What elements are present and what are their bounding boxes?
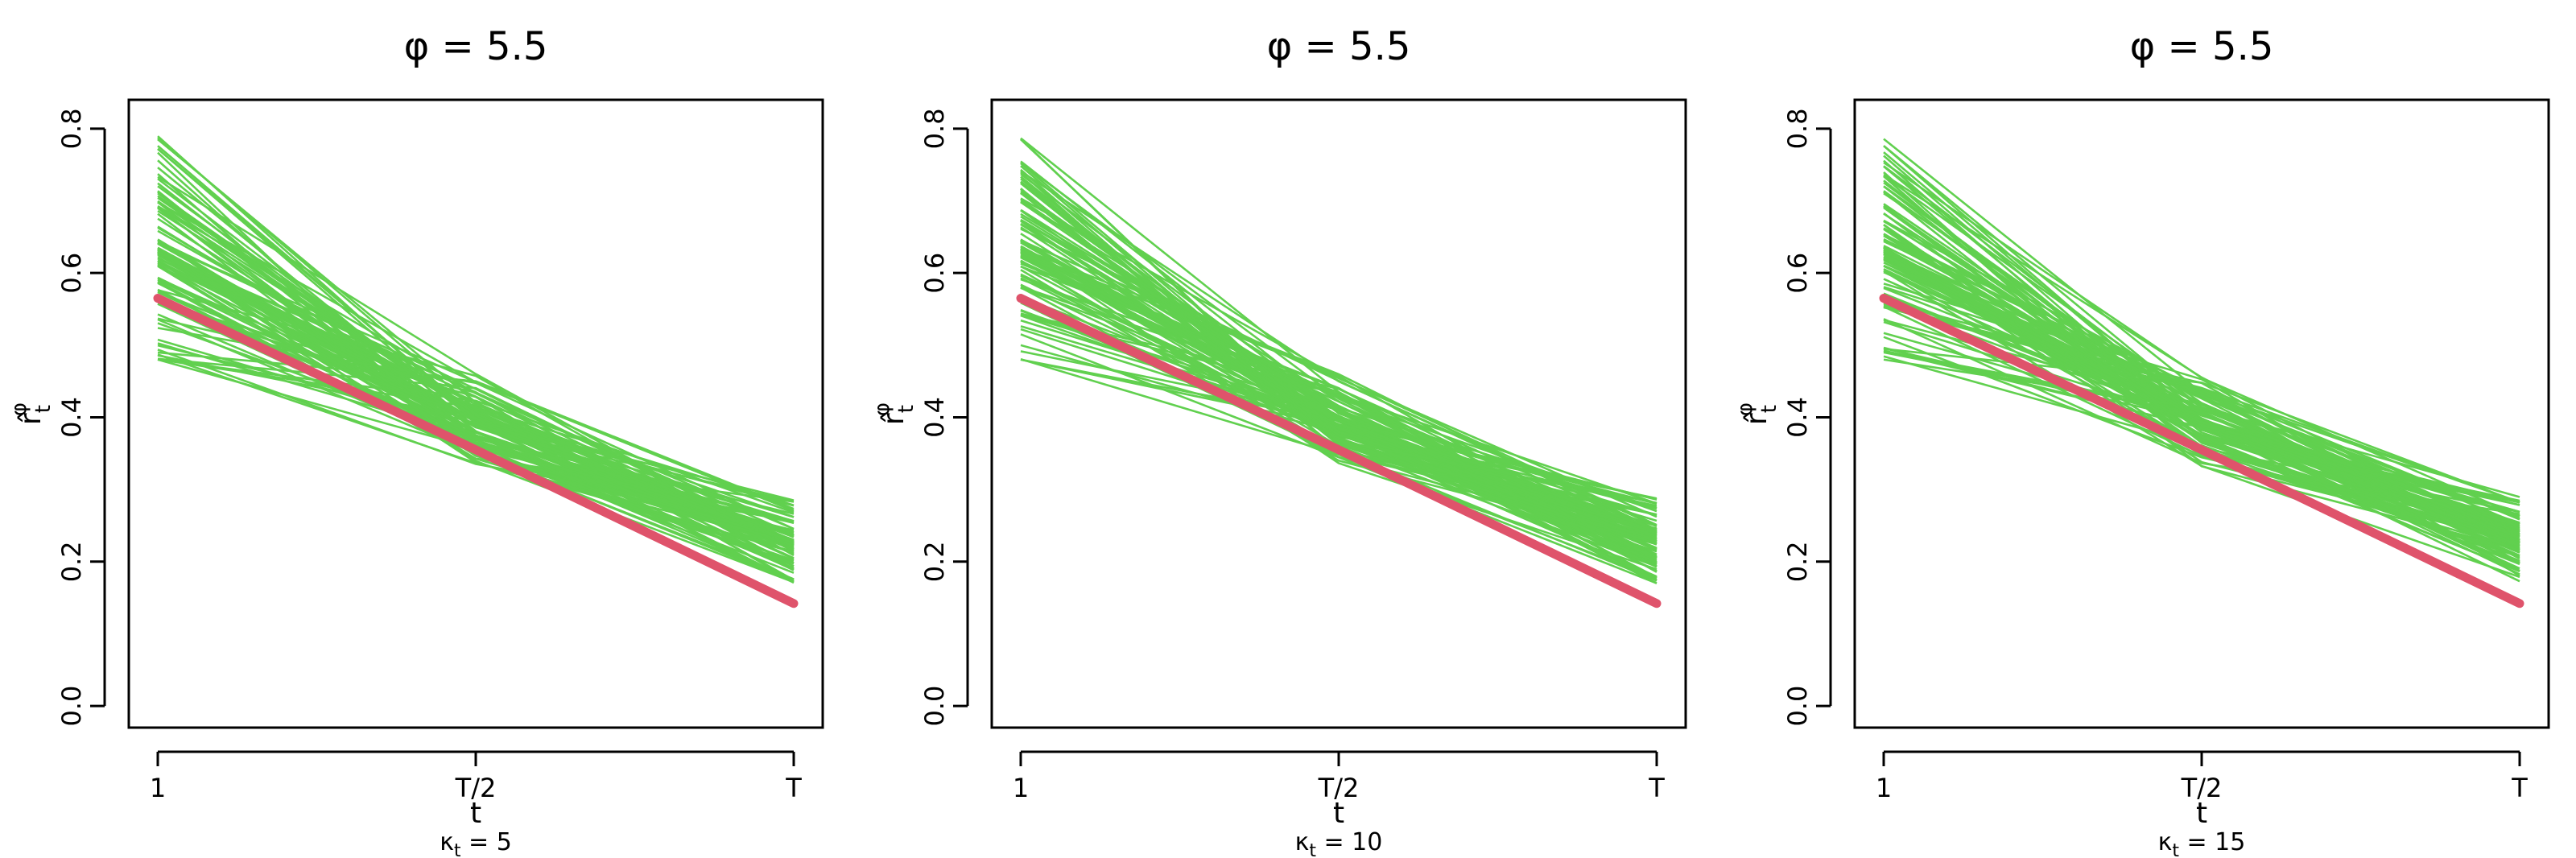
- x-axis-label: t: [1333, 797, 1344, 830]
- simulation-line: [1883, 138, 2520, 526]
- simulation-line: [1020, 239, 1657, 518]
- simulation-line: [157, 241, 795, 512]
- y-tick-label: 0.4: [56, 397, 87, 438]
- simulation-lines: [157, 135, 795, 584]
- x-tick-label: T/2: [1318, 773, 1360, 803]
- kappa-label: κt = 5: [440, 828, 512, 858]
- simulation-line: [1020, 333, 1657, 584]
- simulation-line: [157, 137, 795, 518]
- simulation-line: [1020, 287, 1657, 568]
- y-axis-label: r̂tφ: [7, 402, 56, 425]
- simulation-line: [1020, 273, 1657, 517]
- simulation-line: [1883, 351, 2520, 526]
- simulation-line: [1883, 247, 2520, 566]
- panel-3: 0.0 0.2 0.4 0.6 0.8 1 T/2 Tφ = 5.5 tκt = 15 r̂tφ: [1733, 24, 2550, 858]
- plot-frame: [127, 98, 824, 729]
- simulation-line: [1883, 358, 2520, 542]
- x-tick-label: 1: [1876, 773, 1892, 803]
- simulation-line: [1020, 247, 1657, 538]
- y-tick-label: 0.8: [1782, 108, 1813, 149]
- simulation-line: [1883, 228, 2520, 544]
- simulation-line: [1883, 191, 2520, 547]
- y-tick-label: 0.0: [919, 686, 950, 727]
- truth-line: [1016, 294, 1662, 608]
- simulation-line: [157, 281, 795, 554]
- kappa-label: κt = 10: [1295, 828, 1383, 858]
- simulation-line: [157, 264, 795, 542]
- y-tick-label: 0.6: [919, 253, 950, 294]
- y-tick-label: 0.8: [919, 108, 950, 149]
- x-tick-label: T: [1648, 773, 1665, 803]
- plot-frame: [990, 98, 1687, 729]
- simulation-line: [1020, 192, 1657, 517]
- x-tick-label: T/2: [2181, 773, 2223, 803]
- panel-1: 0.0 0.2 0.4 0.6 0.8 1 T/2 Tφ = 5.5 tκt = 5 r̂tφ: [7, 24, 824, 858]
- simulation-line: [1020, 248, 1657, 571]
- y-axis-label: r̂tφ: [1733, 402, 1781, 425]
- simulation-line: [1883, 145, 2520, 547]
- simulation-line: [157, 217, 795, 545]
- simulation-line: [1883, 253, 2520, 563]
- simulation-line: [157, 205, 795, 546]
- y-axis-label: r̂tφ: [870, 402, 919, 425]
- simulation-line: [157, 175, 795, 550]
- x-axis: 1 T/2 T: [1876, 750, 2528, 803]
- truth-line: [153, 294, 799, 608]
- simulation-line: [157, 204, 795, 530]
- y-axis: 0.0 0.2 0.4 0.6 0.8: [56, 108, 106, 727]
- simulation-line: [1020, 200, 1657, 560]
- simulation-line: [1883, 205, 2520, 543]
- simulation-line: [157, 263, 795, 584]
- simulation-line: [157, 250, 795, 545]
- x-axis-label: t: [470, 797, 481, 830]
- simulation-line: [157, 278, 795, 581]
- simulation-line: [1883, 348, 2520, 504]
- y-tick-label: 0.6: [56, 253, 87, 294]
- simulation-line: [1020, 192, 1657, 545]
- y-tick-label: 0.4: [1782, 397, 1813, 438]
- simulation-line: [1020, 218, 1657, 509]
- plot-frame: [1853, 98, 2550, 729]
- x-axis: 1 T/2 T: [150, 750, 802, 803]
- panel-title: φ = 5.5: [404, 24, 548, 69]
- simulation-line: [1883, 204, 2520, 506]
- x-tick-label: 1: [1013, 773, 1029, 803]
- y-tick-label: 0.2: [56, 541, 87, 582]
- simulation-line: [1883, 203, 2520, 527]
- simulation-lines: [1883, 138, 2520, 583]
- truth-line: [1879, 294, 2524, 608]
- x-tick-label: T/2: [455, 773, 497, 803]
- x-tick-label: 1: [150, 773, 166, 803]
- simulation-line: [1020, 162, 1657, 534]
- y-tick-label: 0.0: [56, 686, 87, 727]
- y-axis: 0.0 0.2 0.4 0.6 0.8: [1782, 108, 1832, 727]
- y-tick-label: 0.2: [1782, 541, 1813, 582]
- x-axis: 1 T/2 T: [1013, 750, 1665, 803]
- kappa-label: κt = 15: [2158, 828, 2246, 858]
- panel-title: φ = 5.5: [2130, 24, 2274, 69]
- y-tick-label: 0.4: [919, 397, 950, 438]
- simulation-lines: [1020, 137, 1657, 584]
- panel-title: φ = 5.5: [1267, 24, 1411, 69]
- y-tick-label: 0.0: [1782, 686, 1813, 727]
- panel-2: 0.0 0.2 0.4 0.6 0.8 1 T/2 Tφ = 5.5 tκt = 10 r̂tφ: [870, 24, 1687, 858]
- x-tick-label: T: [2511, 773, 2528, 803]
- x-axis-label: t: [2196, 797, 2207, 830]
- simulation-line: [1020, 178, 1657, 505]
- x-tick-label: T: [785, 773, 802, 803]
- simulation-line: [157, 207, 795, 522]
- simulation-line: [1883, 234, 2520, 535]
- y-tick-label: 0.6: [1782, 253, 1813, 294]
- y-tick-label: 0.8: [56, 108, 87, 149]
- simulation-line: [157, 248, 795, 506]
- simulation-line: [157, 239, 795, 544]
- simulation-line: [1883, 258, 2520, 504]
- y-tick-label: 0.2: [919, 541, 950, 582]
- simulation-line: [1883, 165, 2520, 534]
- y-axis: 0.0 0.2 0.4 0.6 0.8: [919, 108, 969, 727]
